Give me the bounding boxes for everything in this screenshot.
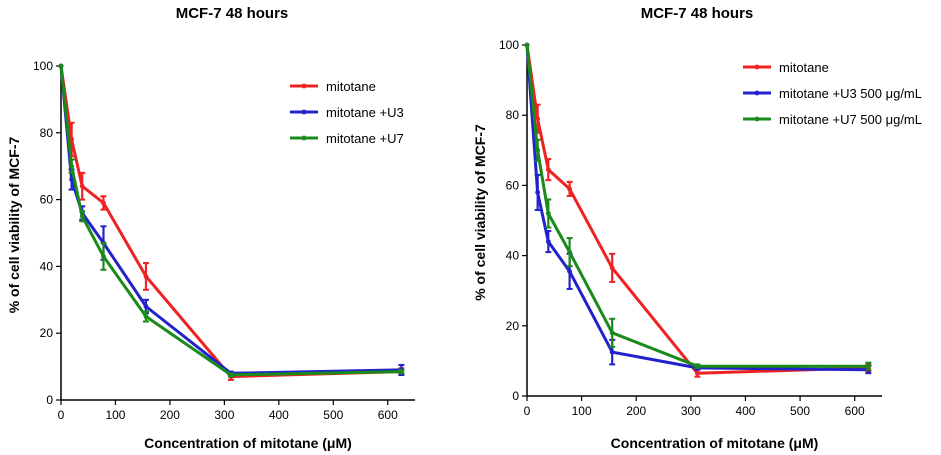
y-tick-label: 40 (506, 249, 520, 263)
data-point (69, 163, 75, 169)
chart-title: MCF-7 48 hours (176, 5, 289, 22)
y-tick-label: 100 (33, 59, 53, 73)
data-point (545, 167, 551, 173)
data-point (524, 42, 530, 48)
series-3 (524, 42, 872, 371)
y-tick-label: 40 (40, 259, 54, 273)
x-tick-label: 600 (378, 408, 398, 422)
legend-marker (754, 116, 760, 122)
x-tick-label: 500 (323, 408, 343, 422)
y-tick-label: 60 (506, 178, 520, 192)
x-tick-label: 400 (269, 408, 289, 422)
x-tick-label: 0 (58, 408, 65, 422)
legend-marker (754, 90, 760, 96)
y-tick-label: 80 (506, 108, 520, 122)
y-tick-label: 80 (40, 126, 54, 140)
data-point (609, 265, 615, 271)
legend-label: mitotane (326, 79, 376, 94)
data-point (567, 186, 572, 192)
legend-label: mitotane +U3 500 μg/mL (779, 86, 922, 101)
data-point (535, 116, 541, 122)
data-point (143, 274, 149, 279)
data-point (143, 304, 149, 309)
legend-label: mitotane +U7 (326, 131, 404, 146)
x-tick-label: 200 (626, 404, 646, 418)
x-axis-label: Concentration of mitotane (μM) (144, 435, 352, 451)
x-tick-label: 100 (572, 404, 592, 418)
legend-label: mitotane (779, 60, 829, 75)
data-point (79, 213, 85, 219)
data-point (695, 370, 700, 376)
series-3 (58, 63, 405, 378)
chart-title: MCF-7 48 hours (641, 5, 754, 22)
legend-label: mitotane +U3 (326, 105, 404, 120)
x-tick-label: 0 (524, 404, 531, 418)
y-tick-label: 100 (499, 38, 519, 52)
legend-marker (301, 135, 307, 141)
data-point (567, 268, 572, 274)
data-point (228, 372, 234, 378)
y-axis-label: % of cell viability of MCF-7 (6, 137, 22, 314)
legend-marker (301, 83, 307, 89)
x-tick-label: 300 (681, 404, 701, 418)
data-point (567, 249, 572, 255)
data-point (545, 211, 551, 216)
data-point (535, 190, 541, 195)
data-point (69, 137, 75, 142)
chart-panel-1: MCF-7 48 hours 0 20 40 60 80 100 0 100 200 300 400 5… (6, 5, 415, 451)
legend-marker (301, 109, 307, 115)
x-tick-label: 600 (845, 404, 865, 418)
data-point (609, 349, 615, 355)
x-axis-label: Concentration of mitotane (μM) (611, 435, 819, 451)
chart-panel-2: MCF-7 48 hours 0 20 40 60 80 100 0 100 200 300 400 5… (472, 5, 922, 451)
data-point (609, 330, 615, 336)
series-1 (524, 42, 872, 378)
y-tick-label: 20 (506, 319, 520, 333)
y-tick-label: 20 (40, 326, 54, 340)
data-point (143, 314, 149, 319)
legend: mitotane mitotane +U3 500 μg/mL mitotane +… (743, 60, 922, 127)
data-point (79, 183, 85, 189)
legend-label: mitotane +U7 500 μg/mL (779, 112, 922, 127)
data-point (101, 253, 106, 259)
x-tick-label: 200 (160, 408, 180, 422)
y-axis-label: % of cell viability of MCF-7 (472, 124, 488, 301)
legend-marker (754, 64, 760, 70)
x-tick-label: 400 (735, 404, 755, 418)
y-tick-label: 0 (512, 389, 519, 403)
y-tick-label: 60 (40, 193, 54, 207)
data-point (58, 63, 64, 69)
data-point (545, 239, 551, 244)
y-tick-label: 0 (46, 393, 53, 407)
x-tick-label: 300 (214, 408, 234, 422)
data-point (535, 147, 541, 153)
legend: mitotane mitotane +U3 mitotane +U7 (290, 79, 404, 146)
x-tick-label: 500 (790, 404, 810, 418)
x-tick-label: 100 (105, 408, 125, 422)
data-point (101, 200, 106, 206)
data-point (398, 369, 404, 375)
data-point (865, 363, 871, 369)
data-point (695, 363, 700, 369)
